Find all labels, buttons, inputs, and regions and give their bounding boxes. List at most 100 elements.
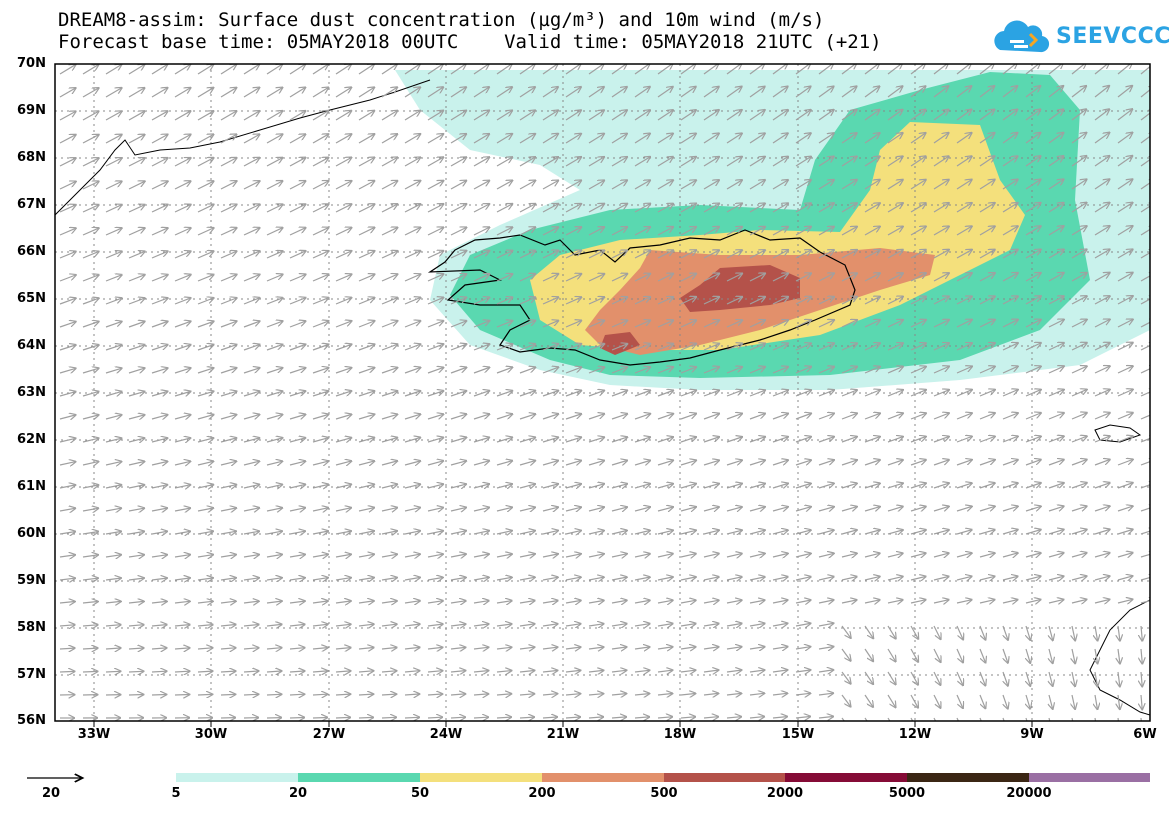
wind-arrow [979, 296, 995, 305]
wind-arrow [1094, 179, 1109, 190]
wind-arrow [450, 368, 466, 374]
wind-arrow [82, 135, 99, 144]
wind-arrow [979, 180, 995, 190]
wind-arrow [749, 64, 764, 75]
wind-arrow [82, 298, 99, 305]
wind-arrow [772, 460, 788, 466]
wind-arrow [611, 64, 627, 75]
wind-arrow [841, 110, 857, 121]
wind-arrow [703, 87, 719, 98]
wind-arrow [565, 87, 581, 98]
wind-arrow [1048, 86, 1063, 98]
wind-arrow [450, 157, 466, 167]
wind-arrow [151, 438, 167, 442]
wind-arrow [496, 297, 512, 305]
wind-arrow [956, 156, 972, 167]
wind-arrow [1094, 86, 1109, 98]
wind-arrow [197, 205, 213, 213]
wind-arrow [864, 227, 880, 236]
wind-arrow [151, 275, 168, 282]
wind-arrow [588, 321, 604, 328]
wind-arrow [680, 507, 696, 511]
wind-arrow [151, 392, 167, 397]
wind-reference-label: 20 [42, 786, 61, 801]
wind-arrow [1071, 250, 1087, 259]
wind-arrow [174, 695, 189, 696]
wind-arrow [151, 298, 168, 305]
wind-arrow [910, 86, 925, 98]
wind-arrow [979, 390, 995, 397]
wind-arrow [910, 320, 926, 328]
wind-arrow [979, 343, 995, 351]
wind-arrow [105, 485, 121, 488]
wind-arrow [795, 273, 811, 282]
wind-arrow [174, 438, 190, 442]
wind-arrow [220, 205, 236, 213]
wind-arrow [1002, 156, 1017, 167]
wind-arrow [128, 65, 144, 75]
wind-arrow [450, 251, 466, 259]
wind-arrow [519, 391, 535, 397]
wind-arrow [1140, 203, 1150, 213]
wind-arrow [381, 344, 397, 351]
wind-arrow [358, 274, 374, 282]
wind-arrow [82, 111, 98, 121]
wind-arrow [174, 298, 190, 305]
wind-arrow [266, 694, 281, 695]
wind-arrow [174, 181, 190, 190]
wind-arrow [726, 64, 742, 75]
wind-arrow [588, 251, 604, 259]
wind-arrow [312, 228, 328, 236]
wind-arrow [105, 228, 122, 236]
wind-arrow [174, 461, 190, 465]
wind-arrow [910, 343, 926, 351]
wind-arrow [59, 671, 74, 672]
wind-arrow [473, 87, 489, 98]
wind-arrow [59, 415, 75, 419]
wind-arrow [220, 694, 235, 695]
wind-arrow [1094, 413, 1110, 420]
wind-arrow [128, 671, 143, 672]
wind-arrow [680, 414, 696, 420]
wind-arrow [82, 228, 99, 236]
wind-arrow [795, 320, 811, 328]
wind-arrow [381, 717, 396, 718]
wind-arrow [841, 203, 857, 213]
wind-arrow [749, 320, 765, 328]
wind-arrow [588, 134, 604, 144]
wind-arrow [1140, 483, 1150, 489]
wind-arrow [404, 204, 420, 213]
wind-arrow [703, 414, 719, 420]
wind-arrow [956, 273, 972, 282]
wind-arrow [542, 181, 558, 190]
wind-arrow [1002, 483, 1018, 489]
wind-arrow [1002, 390, 1018, 397]
wind-arrow [680, 110, 696, 121]
wind-arrow [634, 391, 650, 397]
wind-arrow [1071, 366, 1087, 374]
wind-arrow [105, 438, 121, 442]
wind-arrow [404, 87, 420, 98]
wind-arrow [680, 390, 696, 397]
wind-arrow [105, 415, 121, 419]
wind-arrow [174, 88, 190, 98]
wind-arrow [427, 134, 443, 144]
cloud-icon [994, 20, 1050, 53]
wind-arrow [59, 368, 75, 374]
wind-arrow [197, 111, 213, 121]
lon-label: 30W [194, 727, 228, 742]
wind-arrow [749, 484, 765, 488]
wind-arrow [197, 391, 213, 396]
wind-arrow [312, 158, 328, 167]
wind-arrow [335, 321, 351, 328]
wind-arrow [243, 205, 259, 213]
wind-arrow [1140, 273, 1150, 282]
wind-arrow [910, 64, 925, 75]
wind-arrow [473, 391, 489, 397]
wind-arrow [220, 368, 236, 374]
wind-arrow [910, 483, 926, 489]
wind-arrow [335, 88, 351, 98]
wind-arrow [749, 437, 765, 443]
wind-arrow [634, 250, 650, 259]
wind-arrow [151, 368, 167, 374]
